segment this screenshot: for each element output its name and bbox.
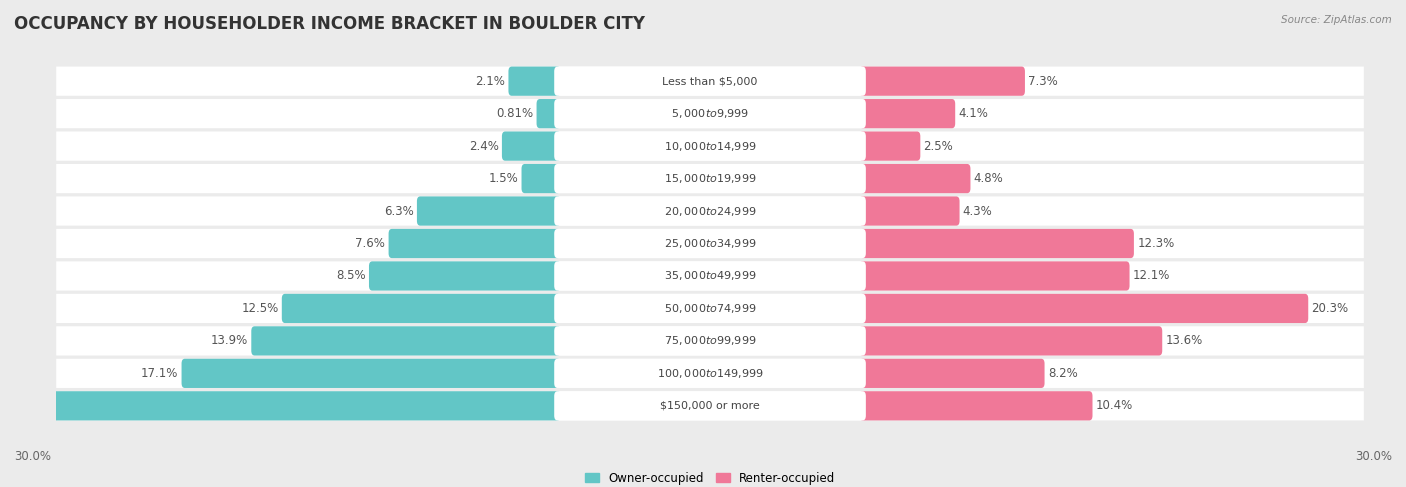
FancyBboxPatch shape [554, 99, 866, 128]
Text: $25,000 to $34,999: $25,000 to $34,999 [664, 237, 756, 250]
FancyBboxPatch shape [859, 391, 1092, 420]
Text: 13.9%: 13.9% [211, 335, 247, 347]
Text: 2.5%: 2.5% [924, 140, 953, 152]
FancyBboxPatch shape [56, 164, 1364, 193]
Text: 4.8%: 4.8% [974, 172, 1004, 185]
FancyBboxPatch shape [56, 326, 1364, 356]
FancyBboxPatch shape [56, 359, 1364, 388]
Text: Less than $5,000: Less than $5,000 [662, 76, 758, 86]
FancyBboxPatch shape [181, 359, 561, 388]
Text: 4.3%: 4.3% [963, 205, 993, 218]
FancyBboxPatch shape [554, 196, 866, 225]
Text: 8.2%: 8.2% [1047, 367, 1077, 380]
FancyBboxPatch shape [56, 131, 1364, 161]
Text: 8.5%: 8.5% [336, 269, 366, 282]
FancyBboxPatch shape [554, 262, 866, 291]
Text: 2.1%: 2.1% [475, 75, 505, 88]
Text: $100,000 to $149,999: $100,000 to $149,999 [657, 367, 763, 380]
FancyBboxPatch shape [56, 262, 1364, 291]
Text: $150,000 or more: $150,000 or more [661, 401, 759, 411]
Text: 13.6%: 13.6% [1166, 335, 1202, 347]
FancyBboxPatch shape [554, 229, 866, 258]
FancyBboxPatch shape [554, 131, 866, 161]
Text: 4.1%: 4.1% [959, 107, 988, 120]
FancyBboxPatch shape [522, 164, 561, 193]
FancyBboxPatch shape [56, 294, 1364, 323]
Text: Source: ZipAtlas.com: Source: ZipAtlas.com [1281, 15, 1392, 25]
Text: $10,000 to $14,999: $10,000 to $14,999 [664, 140, 756, 152]
FancyBboxPatch shape [859, 196, 959, 225]
Text: 17.1%: 17.1% [141, 367, 179, 380]
FancyBboxPatch shape [859, 294, 1308, 323]
Text: 20.3%: 20.3% [1312, 302, 1348, 315]
FancyBboxPatch shape [56, 391, 1364, 420]
Text: 6.3%: 6.3% [384, 205, 413, 218]
Text: 12.1%: 12.1% [1133, 269, 1170, 282]
Text: 30.0%: 30.0% [14, 450, 51, 463]
Text: 1.5%: 1.5% [488, 172, 519, 185]
FancyBboxPatch shape [859, 99, 955, 128]
FancyBboxPatch shape [418, 196, 561, 225]
Text: 2.4%: 2.4% [468, 140, 499, 152]
Text: $20,000 to $24,999: $20,000 to $24,999 [664, 205, 756, 218]
FancyBboxPatch shape [554, 164, 866, 193]
FancyBboxPatch shape [859, 262, 1129, 291]
FancyBboxPatch shape [859, 326, 1163, 356]
Text: OCCUPANCY BY HOUSEHOLDER INCOME BRACKET IN BOULDER CITY: OCCUPANCY BY HOUSEHOLDER INCOME BRACKET … [14, 15, 645, 33]
FancyBboxPatch shape [859, 359, 1045, 388]
FancyBboxPatch shape [56, 196, 1364, 225]
FancyBboxPatch shape [56, 229, 1364, 258]
Text: $35,000 to $49,999: $35,000 to $49,999 [664, 269, 756, 282]
Legend: Owner-occupied, Renter-occupied: Owner-occupied, Renter-occupied [579, 467, 841, 487]
FancyBboxPatch shape [252, 326, 561, 356]
FancyBboxPatch shape [859, 131, 921, 161]
FancyBboxPatch shape [859, 67, 1025, 96]
FancyBboxPatch shape [859, 164, 970, 193]
FancyBboxPatch shape [554, 67, 866, 96]
FancyBboxPatch shape [554, 326, 866, 356]
FancyBboxPatch shape [56, 99, 1364, 128]
FancyBboxPatch shape [502, 131, 561, 161]
Text: 30.0%: 30.0% [1355, 450, 1392, 463]
FancyBboxPatch shape [368, 262, 561, 291]
Text: $50,000 to $74,999: $50,000 to $74,999 [664, 302, 756, 315]
FancyBboxPatch shape [281, 294, 561, 323]
Text: 10.4%: 10.4% [1095, 399, 1133, 412]
Text: 12.5%: 12.5% [242, 302, 278, 315]
FancyBboxPatch shape [554, 359, 866, 388]
Text: 12.3%: 12.3% [1137, 237, 1174, 250]
Text: $5,000 to $9,999: $5,000 to $9,999 [671, 107, 749, 120]
FancyBboxPatch shape [859, 229, 1133, 258]
Text: 7.6%: 7.6% [356, 237, 385, 250]
FancyBboxPatch shape [0, 391, 561, 420]
FancyBboxPatch shape [554, 391, 866, 420]
Text: 7.3%: 7.3% [1028, 75, 1057, 88]
FancyBboxPatch shape [554, 294, 866, 323]
Text: $75,000 to $99,999: $75,000 to $99,999 [664, 335, 756, 347]
FancyBboxPatch shape [509, 67, 561, 96]
Text: $15,000 to $19,999: $15,000 to $19,999 [664, 172, 756, 185]
Text: 0.81%: 0.81% [496, 107, 533, 120]
FancyBboxPatch shape [388, 229, 561, 258]
FancyBboxPatch shape [56, 67, 1364, 96]
FancyBboxPatch shape [537, 99, 561, 128]
